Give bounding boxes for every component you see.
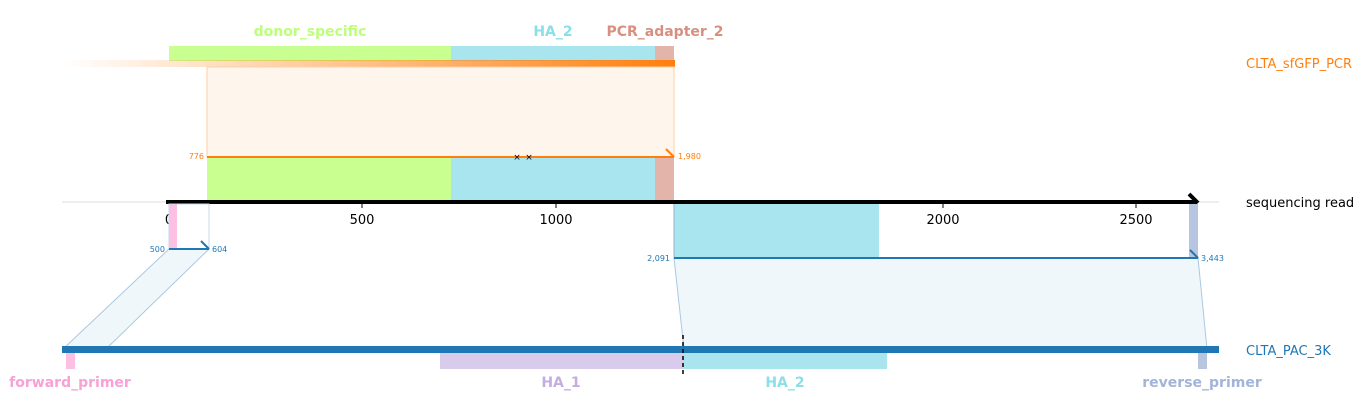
read-feature-donor-specific	[207, 157, 451, 201]
top-feature-label-pcr-adapter-2: PCR_adapter_2	[606, 24, 723, 40]
tick-label-1000: 1000	[539, 213, 572, 228]
bottom-feature-forward-primer-bar	[66, 353, 75, 369]
bottom-feature-label-ha1: HA_1	[541, 375, 580, 391]
top-feature-pcr-adapter-bar	[655, 46, 674, 61]
right-alignment-start: 2,091	[647, 254, 670, 263]
bottom-target-line	[62, 346, 1219, 353]
track-label-read: sequencing read	[1246, 196, 1354, 211]
left-alignment-start: 500	[150, 245, 165, 254]
top-alignment-shade	[206, 66, 675, 158]
bottom-feature-reverse-primer-bar	[1198, 353, 1207, 369]
axis-ticks	[168, 204, 1137, 208]
read-feature-ha2-lower	[674, 204, 879, 258]
read-feature-ha2	[451, 157, 655, 201]
bottom-feature-label-reverse-primer: reverse_primer	[1142, 375, 1262, 391]
read-arrowhead	[1187, 192, 1200, 205]
top-feature-ha2-bar	[451, 46, 655, 61]
left-alignment-arrow	[200, 240, 210, 250]
bottom-feature-ha1-bar	[440, 353, 684, 369]
track-label-bottom: CLTA_PAC_3K	[1246, 344, 1331, 359]
tick-label-2500: 2500	[1119, 213, 1152, 228]
bottom-feature-ha2-bar	[684, 353, 887, 369]
top-feature-label-ha2: HA_2	[533, 24, 572, 40]
track-label-top: CLTA_sfGFP_PCR	[1246, 57, 1352, 72]
tick-label-500: 500	[350, 213, 375, 228]
right-alignment-shade	[673, 257, 1208, 350]
mismatch-marker-1: ×	[513, 153, 521, 163]
read-feature-pcr-adapter	[655, 157, 674, 201]
read-feature-reverse-primer	[1189, 204, 1198, 258]
right-alignment-end: 3,443	[1201, 254, 1224, 263]
top-feature-label-donor-specific: donor_specific	[254, 24, 367, 40]
left-alignment-shade	[61, 248, 211, 350]
read-feature-forward-primer	[169, 204, 177, 249]
tick-label-2000: 2000	[926, 213, 959, 228]
top-alignment-start: 776	[189, 152, 204, 161]
top-feature-donor-specific-bar	[169, 46, 451, 61]
top-alignment-end: 1,980	[678, 152, 701, 161]
bottom-feature-label-ha2: HA_2	[765, 375, 804, 391]
top-target-line	[62, 60, 675, 67]
top-alignment-arrow	[665, 148, 675, 158]
mismatch-marker-2: ×	[525, 153, 533, 163]
bottom-feature-label-forward-primer: forward_primer	[9, 375, 131, 391]
left-alignment-end: 604	[212, 245, 227, 254]
right-alignment-arrow	[1189, 249, 1199, 259]
